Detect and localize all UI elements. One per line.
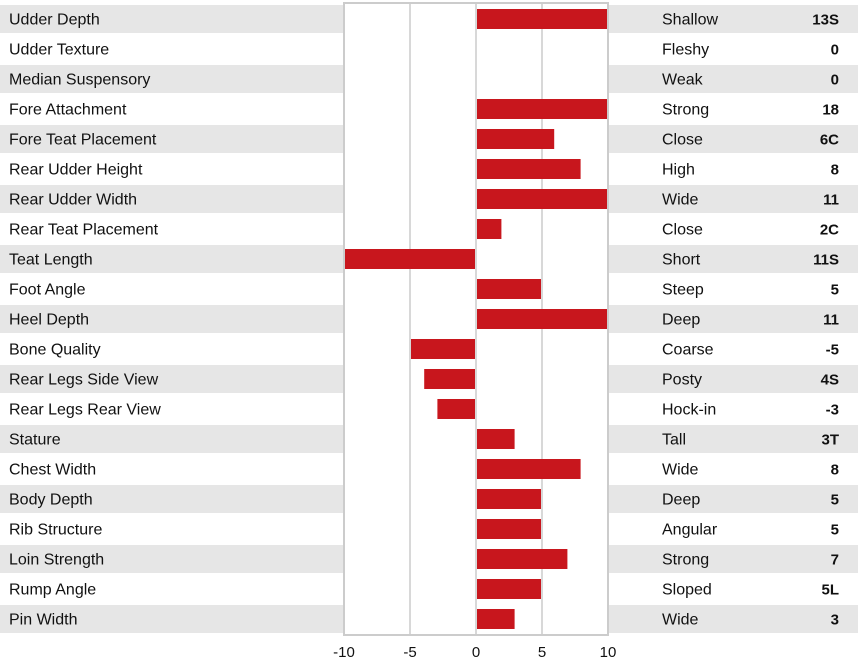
descriptor-label: Tall [662,432,686,449]
value-label: 13S [812,12,839,29]
bar [477,219,502,239]
descriptor-label: Fleshy [662,42,709,59]
bar [477,189,607,209]
trait-label: Rear Udder Height [9,162,143,179]
descriptor-label: Coarse [662,342,714,359]
trait-label: Rear Teat Placement [9,222,159,239]
trait-label: Udder Texture [9,42,109,59]
value-label: 0 [831,72,839,89]
descriptor-label: Sloped [662,582,712,599]
value-label: 18 [822,102,839,119]
x-tick-label: -5 [403,644,416,660]
value-label: 3 [831,612,839,629]
value-label: -3 [826,402,839,419]
trait-labels: Udder Depth Udder Texture Median Suspensor… [9,12,161,629]
trait-label: Body Depth [9,492,93,509]
value-label: -5 [826,342,839,359]
descriptor-label: Steep [662,282,704,299]
descriptor-label: Wide [662,462,699,479]
descriptor-label: Wide [662,192,699,209]
descriptor-label: Angular [662,522,718,539]
value-labels: 13S 0 0 18 6C 8 11 2C 11S 5 11 -5 4S -3 3T 8 5 5 7 5L 3 [812,12,839,629]
descriptor-label: Shallow [662,12,718,29]
trait-label: Rear Legs Rear View [9,402,161,419]
trait-label: Rib Structure [9,522,102,539]
descriptor-label: Strong [662,102,709,119]
trait-label: Heel Depth [9,312,89,329]
bar [477,129,555,149]
value-label: 5 [831,282,839,299]
descriptor-label: Deep [662,492,700,509]
x-axis-ticks: -10 -5 0 5 10 [333,644,616,660]
trait-label: Foot Angle [9,282,86,299]
trait-label: Udder Depth [9,12,100,29]
x-tick-label: -10 [333,644,355,660]
x-tick-label: 10 [600,644,617,660]
value-label: 3T [821,432,839,449]
value-label: 11 [823,192,839,209]
trait-label: Chest Width [9,462,96,479]
value-label: 2C [820,222,839,239]
x-tick-label: 0 [472,644,480,660]
bar [437,399,475,419]
value-label: 11S [813,252,839,269]
value-label: 6C [820,132,839,149]
bar [477,489,541,509]
bar [477,459,581,479]
trait-label: Rear Udder Width [9,192,137,209]
descriptor-label: Close [662,222,703,239]
descriptor-label: High [662,162,695,179]
value-label: 4S [821,372,839,389]
value-label: 7 [831,552,839,569]
descriptor-label: Wide [662,612,699,629]
value-label: 5L [821,582,839,599]
trait-label: Pin Width [9,612,77,629]
value-label: 5 [831,522,839,539]
trait-label: Fore Teat Placement [9,132,157,149]
x-tick-label: 5 [538,644,546,660]
bar [477,99,607,119]
bar [477,519,541,539]
bar [345,249,475,269]
descriptor-labels: Shallow Fleshy Weak Strong Close High Wide Clos… [662,12,718,629]
value-label: 8 [831,462,839,479]
trait-label: Rear Legs Side View [9,372,159,389]
descriptor-label: Weak [662,72,704,89]
bar [477,279,541,299]
descriptor-label: Hock-in [662,402,716,419]
value-label: 0 [831,42,839,59]
bar [477,549,568,569]
trait-label: Fore Attachment [9,102,127,119]
descriptor-label: Posty [662,372,702,389]
value-label: 5 [831,492,839,509]
bar [477,9,607,29]
bar [477,309,607,329]
trait-label: Loin Strength [9,552,104,569]
value-label: 11 [823,312,839,329]
bar [411,339,475,359]
descriptor-label: Close [662,132,703,149]
bar [477,579,541,599]
bar [477,159,581,179]
descriptor-label: Strong [662,552,709,569]
descriptor-label: Deep [662,312,700,329]
bar [424,369,475,389]
trait-label: Bone Quality [9,342,101,359]
trait-label: Rump Angle [9,582,96,599]
trait-label: Median Suspensory [9,72,150,89]
bars [345,9,607,629]
trait-label: Teat Length [9,252,93,269]
descriptor-label: Short [662,252,701,269]
value-label: 8 [831,162,839,179]
bar [477,429,515,449]
bar [477,609,515,629]
trait-label: Stature [9,432,61,449]
